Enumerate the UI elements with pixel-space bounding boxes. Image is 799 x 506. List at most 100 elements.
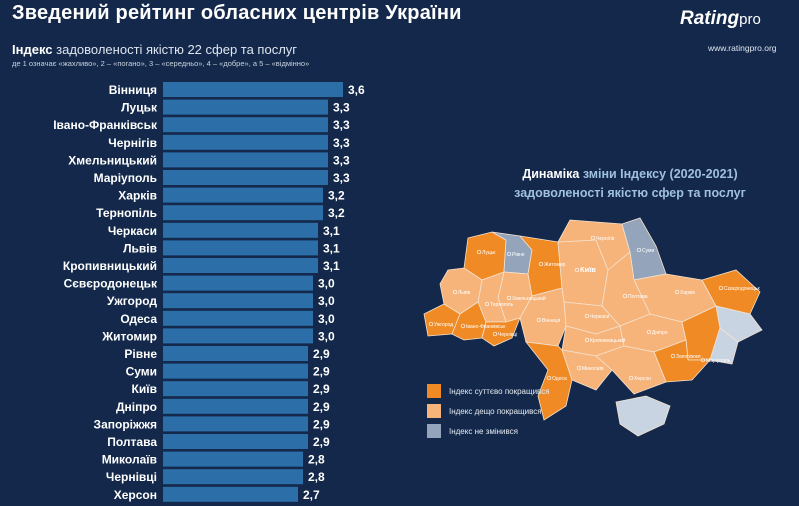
value-label: 2,9 (313, 435, 330, 449)
map-city-label: Харків (680, 290, 695, 296)
page-title: Зведений рейтинг обласних центрів Україн… (12, 2, 462, 24)
bar (163, 328, 313, 344)
city-dot (718, 285, 724, 291)
bar (163, 134, 328, 150)
city-label: Хмельницький (68, 153, 157, 167)
map-city-label: Херсон (634, 376, 651, 382)
bar (163, 486, 298, 502)
city-label: Одеса (120, 312, 157, 326)
region-crimea (615, 395, 671, 437)
city-label: Ужгород (107, 294, 157, 308)
city-dot (636, 247, 642, 253)
value-label: 3,3 (333, 118, 350, 132)
bar (163, 258, 318, 273)
bar (163, 240, 318, 256)
value-label: 2,7 (303, 488, 320, 502)
value-label: 3,3 (333, 136, 350, 150)
city-label: Вінниця (109, 83, 157, 97)
map-city-label: Житомир (544, 262, 566, 268)
legend-label: Індекс дещо покращився (449, 406, 542, 416)
city-label: Запоріжжя (94, 417, 157, 431)
brand-name: Ratingpro (680, 8, 761, 30)
map-regions (423, 217, 763, 437)
brand-suffix: pro (739, 11, 761, 28)
map-city-label: Суми (642, 248, 654, 254)
city-dot (506, 251, 512, 257)
city-label: Київ (132, 382, 157, 396)
brand-main: Rating (680, 8, 740, 29)
brand-url: www.ratingpro.org (708, 43, 777, 53)
city-label: Кропивницький (63, 259, 157, 273)
legend-swatch (427, 384, 441, 398)
map-city-label: Полтава (628, 294, 648, 300)
city-label: Полтава (107, 435, 157, 449)
city-label: Івано-Франківськ (53, 118, 158, 132)
index-title: Індекс задоволеності якістю 22 сфер та п… (12, 42, 297, 57)
city-dot (506, 295, 512, 301)
map-city-label: Чернівці (498, 332, 517, 338)
legend-label: Індекс суттєво покращився (449, 386, 550, 396)
city-dot (476, 249, 482, 255)
value-label: 3,0 (318, 312, 335, 326)
value-label: 2,9 (313, 417, 330, 431)
value-label: 2,9 (313, 382, 330, 396)
map-city-label: Сєвєродонецьк (724, 286, 761, 292)
index-scale-note: де 1 означає «жахливо», 2 – «погано», 3 … (12, 59, 310, 68)
value-label: 2,8 (308, 470, 325, 484)
city-label: Львів (123, 241, 157, 255)
map-city-label: Вінниця (542, 318, 561, 324)
bar (163, 451, 303, 467)
city-label: Херсон (114, 488, 157, 502)
region-kherson (595, 345, 667, 395)
bar (163, 275, 313, 291)
map-city-label: Київ (580, 265, 596, 274)
value-label: 2,8 (308, 453, 325, 467)
city-label: Миколаїв (102, 453, 157, 467)
value-label: 3,2 (328, 206, 345, 220)
legend-item: Індекс не змінився (427, 423, 518, 439)
bar (163, 434, 308, 449)
city-label: Луцьк (121, 101, 158, 115)
bar (163, 310, 313, 326)
city-label: Черкаси (108, 224, 157, 238)
map-city-label: Дніпро (652, 330, 668, 336)
city-label: Суми (126, 365, 157, 379)
value-label: 3,1 (323, 224, 340, 238)
city-label: Житомир (101, 329, 157, 343)
bar (163, 152, 328, 168)
bar (163, 222, 318, 238)
bar (163, 363, 308, 379)
value-label: 2,9 (313, 400, 330, 414)
city-dot (670, 353, 676, 359)
value-label: 3,0 (318, 329, 335, 343)
city-dot (700, 357, 706, 363)
value-label: 2,9 (313, 365, 330, 379)
city-label: Рівне (124, 347, 157, 361)
city-dot (428, 321, 434, 327)
bar (163, 381, 308, 397)
dynamics-title-highlight: зміни Індексу (2020-2021) (579, 167, 738, 181)
map-city-label: Івано-Франківськ (466, 324, 506, 330)
bar (163, 346, 308, 361)
value-label: 3,0 (318, 294, 335, 308)
map-city-label: Одеса (552, 376, 567, 382)
map-city-label: Ужгород (434, 322, 453, 328)
bar (163, 82, 343, 97)
city-dot (536, 317, 542, 323)
city-dot (628, 375, 634, 381)
city-dot (460, 323, 466, 329)
legend-item: Індекс дещо покращився (427, 403, 542, 419)
map-city-label: Кропивницький (590, 337, 626, 344)
legend-item: Індекс суттєво покращився (427, 383, 550, 399)
city-dot (538, 261, 544, 267)
region-donetsk-occupied (709, 327, 739, 365)
value-label: 3,1 (323, 259, 340, 273)
value-label: 3,3 (333, 101, 350, 115)
legend-swatch (427, 404, 441, 418)
ukraine-map: Луцьк Рівне Житомир Київ Чернігів Суми Харків П… (423, 217, 763, 437)
legend-swatch (427, 424, 441, 438)
city-dot (576, 365, 582, 371)
region-luhansk (701, 269, 761, 315)
bar (163, 398, 308, 414)
value-label: 3,6 (348, 83, 365, 97)
